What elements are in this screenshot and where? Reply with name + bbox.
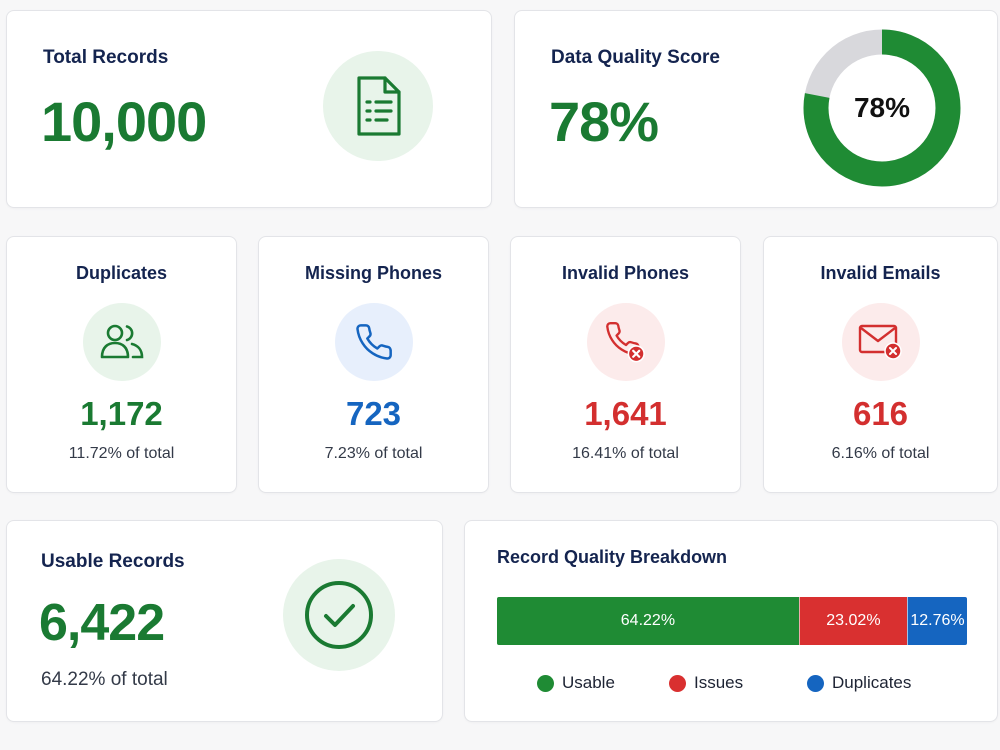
breakdown-segment-usable: 64.22% (497, 597, 799, 645)
breakdown-segment-issues: 23.02% (798, 597, 908, 645)
usable-records-card: Usable Records 6,422 64.22% of total (6, 520, 443, 722)
invalid-emails-value: 616 (852, 395, 909, 432)
duplicates-card: Duplicates 1,172 11.72% of total (6, 236, 237, 493)
missing-phones-title: Missing Phones (304, 263, 443, 283)
duplicates-percent: 11.72% of total (68, 445, 175, 462)
legend-dot-usable (537, 674, 554, 692)
data-quality-score-card: Data Quality Score 78% 78% (514, 10, 998, 208)
phone-error-icon (586, 303, 665, 381)
breakdown-segment-duplicates: 12.76% (907, 597, 967, 645)
missing-phones-value: 723 (345, 395, 402, 432)
record-quality-breakdown-card: Record Quality Breakdown 64.22% 23.02% 1… (464, 520, 998, 722)
legend-item-usable: Usable (537, 673, 669, 693)
missing-phones-percent: 7.23% of total (324, 445, 423, 462)
total-records-title: Total Records (43, 47, 169, 68)
document-icon (323, 51, 433, 161)
phone-icon (334, 303, 413, 381)
invalid-phones-percent: 16.41% of total (572, 445, 679, 462)
quality-score-donut (803, 29, 961, 187)
breakdown-title: Record Quality Breakdown (497, 547, 728, 567)
invalid-phones-title: Invalid Phones (561, 263, 690, 283)
invalid-phones-card: Invalid Phones 1,641 16.41% of total (510, 236, 741, 493)
duplicates-title: Duplicates (75, 263, 168, 283)
usable-records-value: 6,422 (39, 594, 165, 652)
mail-error-icon (841, 303, 920, 381)
legend-item-issues: Issues (669, 673, 807, 693)
duplicates-value: 1,172 (80, 395, 163, 432)
donut-arc (803, 29, 961, 187)
legend-dot-duplicates (807, 674, 824, 692)
total-records-value: 10,000 (41, 90, 207, 153)
invalid-phones-value: 1,641 (584, 395, 667, 432)
invalid-emails-title: Invalid Emails (820, 263, 941, 283)
legend-label-issues: Issues (694, 673, 744, 692)
usable-records-title: Usable Records (41, 551, 185, 572)
legend-label-duplicates: Duplicates (832, 673, 912, 692)
breakdown-bar: 64.22% 23.02% 12.76% (497, 597, 967, 645)
legend-dot-issues (669, 674, 686, 692)
users-icon (82, 303, 161, 381)
quality-score-value: 78% (549, 90, 659, 153)
usable-records-percent: 64.22% of total (41, 669, 168, 690)
total-records-card: Total Records 10,000 (6, 10, 492, 208)
invalid-emails-percent: 6.16% of total (831, 445, 930, 462)
breakdown-legend: Usable Issues Duplicates (537, 673, 957, 693)
invalid-emails-card: Invalid Emails 616 6.16% of total (763, 236, 998, 493)
legend-label-usable: Usable (562, 673, 615, 692)
donut-center-label: 78% (853, 92, 911, 123)
quality-score-title: Data Quality Score (551, 47, 720, 68)
legend-item-duplicates: Duplicates (807, 673, 911, 693)
check-circle-icon (283, 559, 395, 671)
missing-phones-card: Missing Phones 723 7.23% of total (258, 236, 489, 493)
